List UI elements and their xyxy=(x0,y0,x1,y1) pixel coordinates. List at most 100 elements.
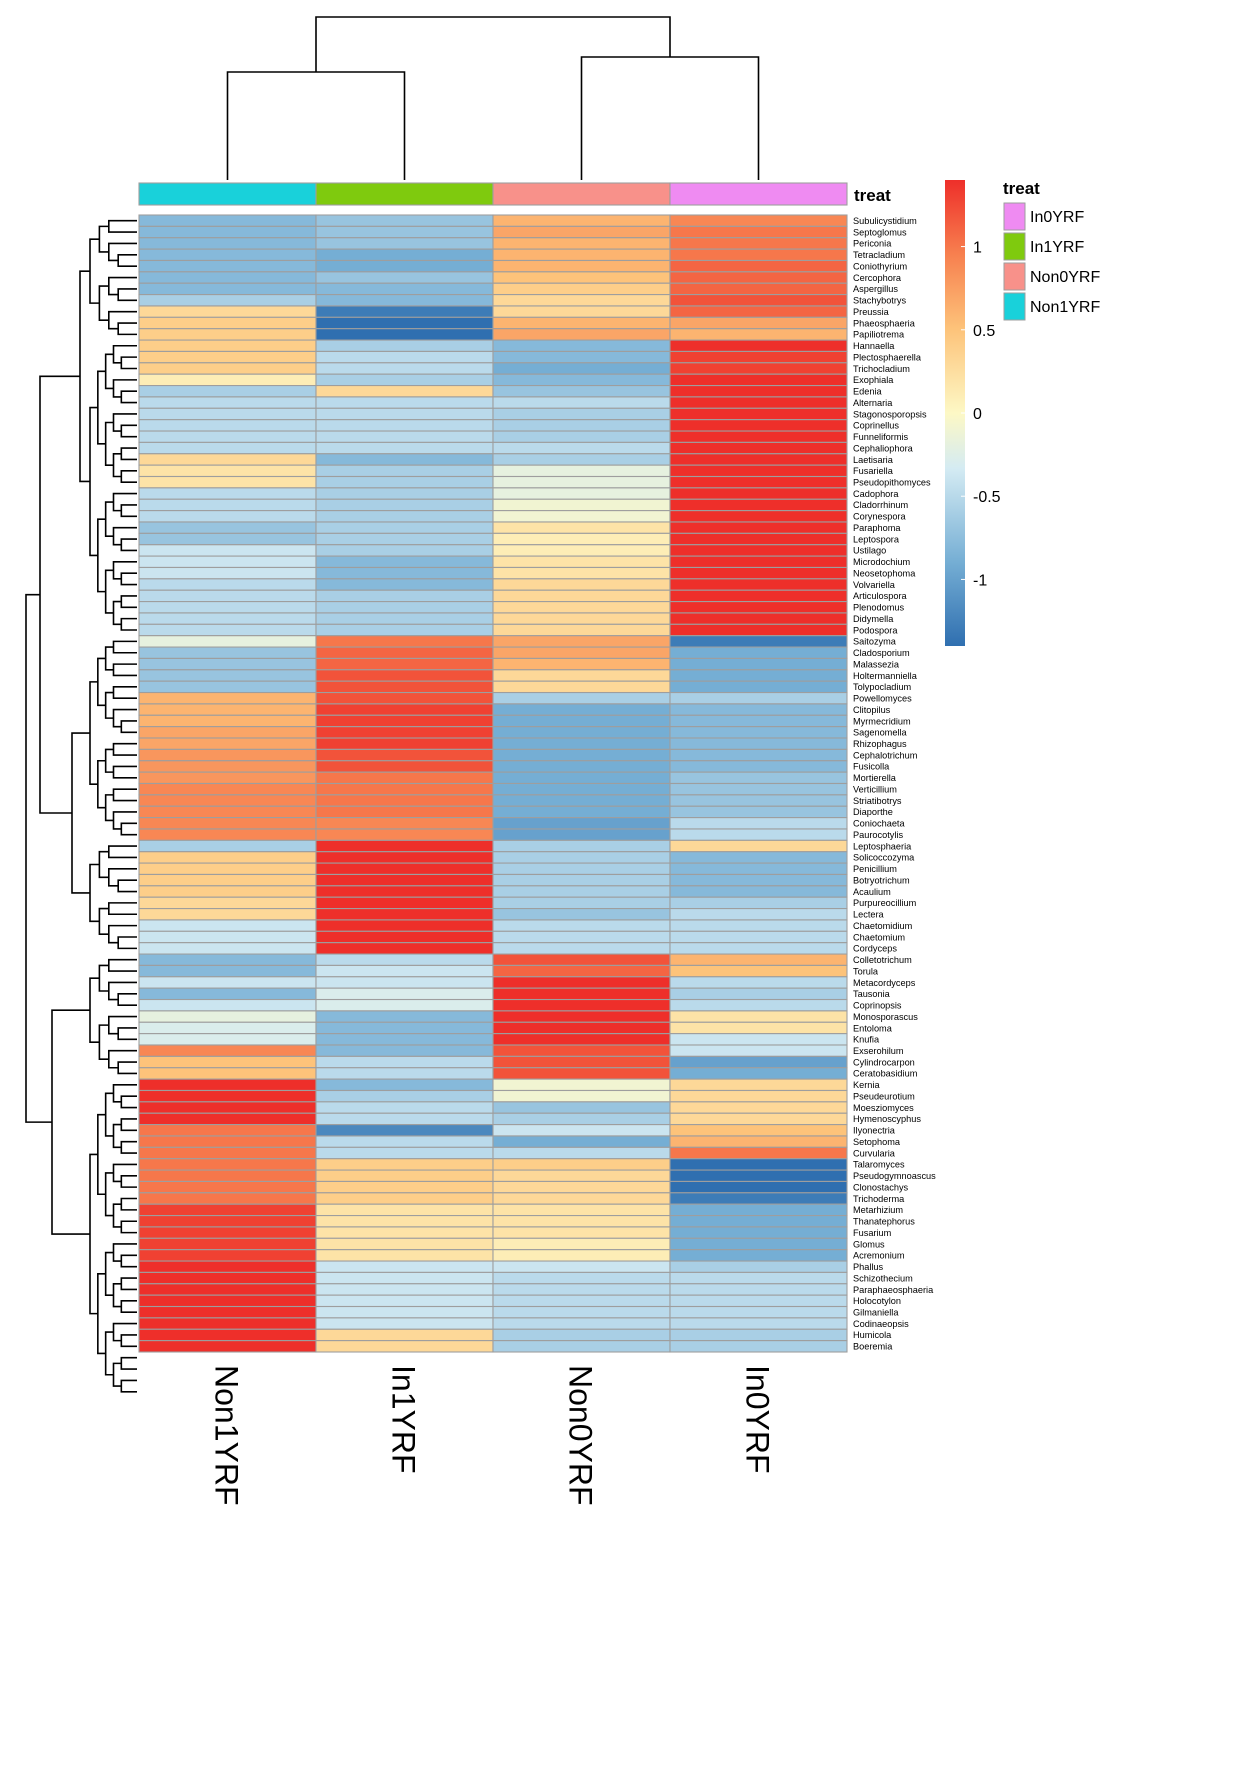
row-dendro-link-93 xyxy=(120,1379,137,1393)
legend-label-in1yrf: In1YRF xyxy=(1030,239,1084,256)
row-dendro-link-91 xyxy=(112,1322,137,1342)
heatmap-cell-sagenomella-in1yrf xyxy=(315,726,494,739)
heatmap-cell-setophoma-in0yrf xyxy=(669,1135,848,1148)
heatmap-cell-holocotylon-non1yrf xyxy=(138,1294,317,1308)
heatmap-cell-gilmaniella-in1yrf xyxy=(315,1305,494,1319)
heatmap-cell-tolypocladium-in0yrf xyxy=(669,680,848,694)
heatmap-cell-thanatephorus-non1yrf xyxy=(138,1215,317,1228)
heatmap-cell-torula-non0yrf xyxy=(492,964,671,978)
row-label-laetisaria: Laetisaria xyxy=(853,455,894,465)
heatmap-cell-cylindrocarpon-in0yrf xyxy=(669,1055,848,1069)
heatmap-cell-funneliformis-in1yrf xyxy=(315,430,494,443)
heatmap-cell-knufia-non1yrf xyxy=(138,1033,317,1046)
heatmap-cell-humicola-in0yrf xyxy=(669,1328,848,1342)
heatmap-cell-periconia-non0yrf xyxy=(492,237,671,250)
heatmap-cell-fusicolla-non1yrf xyxy=(138,760,317,773)
heatmap-cell-lectera-non0yrf xyxy=(492,908,671,921)
heatmap-cell-thanatephorus-non0yrf xyxy=(492,1215,671,1228)
heatmap-cell-phallus-non0yrf xyxy=(492,1260,671,1273)
row-dendro-link-65 xyxy=(117,1027,137,1041)
row-label-holtermanniella: Holtermanniella xyxy=(853,671,918,681)
row-dendro-link-68 xyxy=(108,1049,137,1069)
heatmap-cell-purpureocillium-non1yrf xyxy=(138,896,317,910)
heatmap-cell-ceratobasidium-in1yrf xyxy=(315,1067,494,1080)
row-label-chaetomidium: Chaetomidium xyxy=(853,921,913,931)
heatmap-cell-stachybotrys-non1yrf xyxy=(138,294,317,307)
heatmap-cell-coniochaeta-non1yrf xyxy=(138,817,317,830)
row-label-tausonia: Tausonia xyxy=(853,989,891,999)
heatmap-cell-articulospora-in1yrf xyxy=(315,589,494,603)
heatmap-cell-didymella-in1yrf xyxy=(315,612,494,625)
row-dendro-link-34 xyxy=(89,406,98,557)
heatmap-cell-tausonia-in1yrf xyxy=(315,987,494,1001)
colorbar-tick-label-4: -1 xyxy=(973,572,987,589)
row-label-verticillium: Verticillium xyxy=(853,784,897,794)
heatmap-cell-chaetomium-in0yrf xyxy=(669,930,848,944)
row-label-hymenoscyphus: Hymenoscyphus xyxy=(853,1114,921,1124)
heatmap-cell-clitopilus-in0yrf xyxy=(669,703,848,716)
row-dendro-link-29 xyxy=(120,595,137,609)
heatmap-cell-schizothecium-non0yrf xyxy=(492,1271,671,1285)
heatmap-cells xyxy=(138,214,848,1353)
heatmap-cell-clonostachys-non1yrf xyxy=(138,1180,317,1194)
heatmap-cell-cadophora-non0yrf xyxy=(492,487,671,500)
col-dendro-link-left xyxy=(226,71,406,180)
heatmap-cell-leptosphaeria-non1yrf xyxy=(138,839,317,853)
row-dendro-link-25 xyxy=(112,526,137,546)
heatmap-cell-torula-non1yrf xyxy=(138,964,317,978)
heatmap-cell-solicoccozyma-in1yrf xyxy=(315,851,494,864)
heatmap-cell-powellomyces-in0yrf xyxy=(669,691,848,705)
heatmap-cell-acremonium-non1yrf xyxy=(138,1249,317,1262)
heatmap-cell-lectera-non1yrf xyxy=(138,908,317,921)
heatmap-cell-malassezia-non0yrf xyxy=(492,657,671,671)
heatmap-cell-corynespora-non0yrf xyxy=(492,510,671,523)
heatmap-cell-cylindrocarpon-non1yrf xyxy=(138,1055,317,1069)
heatmap-cell-penicillium-non0yrf xyxy=(492,862,671,876)
row-label-aspergillus: Aspergillus xyxy=(853,284,898,294)
heatmap-cell-cephaliophora-non0yrf xyxy=(492,441,671,455)
row-dendro-link-43 xyxy=(112,742,137,756)
row-dendro-link-74 xyxy=(120,1140,137,1154)
row-dendro-join-upper xyxy=(39,375,80,814)
heatmap-cell-acaulium-in1yrf xyxy=(315,885,494,898)
heatmap-cell-chaetomidium-in0yrf xyxy=(669,919,848,932)
row-label-botryotrichum: Botryotrichum xyxy=(853,875,910,885)
heatmap-cell-trichoderma-in1yrf xyxy=(315,1192,494,1205)
heatmap-cell-tetracladium-non0yrf xyxy=(492,248,671,262)
row-dendro-link-72 xyxy=(112,1084,137,1103)
heatmap-cell-hannaella-non0yrf xyxy=(492,339,671,352)
treat-annotation-bar xyxy=(138,182,848,206)
heatmap-cell-torula-in1yrf xyxy=(315,964,494,978)
row-dendro-link-17 xyxy=(120,447,137,461)
heatmap-cell-exserohilum-non0yrf xyxy=(492,1044,671,1057)
heatmap-cell-verticillium-non1yrf xyxy=(138,782,317,796)
heatmap-cell-periconia-in0yrf xyxy=(669,237,848,250)
heatmap-cell-sagenomella-non1yrf xyxy=(138,726,317,739)
heatmap-cell-coprinellus-in1yrf xyxy=(315,419,494,432)
heatmap-cell-saitozyma-non0yrf xyxy=(492,635,671,648)
heatmap-cell-boeremia-in0yrf xyxy=(669,1340,848,1353)
heatmap-cell-saitozyma-in1yrf xyxy=(315,635,494,648)
heatmap-cell-cercophora-non1yrf xyxy=(138,271,317,284)
heatmap-cell-metarhizium-non1yrf xyxy=(138,1203,317,1217)
row-label-paraphaeosphaeria: Paraphaeosphaeria xyxy=(853,1285,934,1295)
heatmap-cell-plenodomus-in1yrf xyxy=(315,601,494,614)
heatmap-cell-saitozyma-in0yrf xyxy=(669,635,848,648)
heatmap-cell-fusarium-non0yrf xyxy=(492,1226,671,1239)
heatmap-cell-preussia-in1yrf xyxy=(315,305,494,318)
row-dendro-link-84 xyxy=(120,1254,137,1268)
heatmap-cell-coprinellus-in0yrf xyxy=(669,419,848,432)
heatmap-cell-holocotylon-in1yrf xyxy=(315,1294,494,1308)
row-dendro-link-71 xyxy=(120,1095,137,1109)
row-dendro-link-37 xyxy=(104,646,114,671)
heatmap-cell-glomus-non1yrf xyxy=(138,1237,317,1251)
heatmap-cell-holocotylon-non0yrf xyxy=(492,1294,671,1308)
heatmap-cell-ceratobasidium-in0yrf xyxy=(669,1067,848,1080)
heatmap-cell-ustilago-non0yrf xyxy=(492,544,671,557)
heatmap-cell-boeremia-non1yrf xyxy=(138,1340,317,1353)
row-label-phaeosphaeria: Phaeosphaeria xyxy=(853,318,916,328)
row-label-rhizophagus: Rhizophagus xyxy=(853,739,907,749)
heatmap-cell-podospora-non1yrf xyxy=(138,623,317,637)
heatmap-cell-colletotrichum-non1yrf xyxy=(138,953,317,966)
